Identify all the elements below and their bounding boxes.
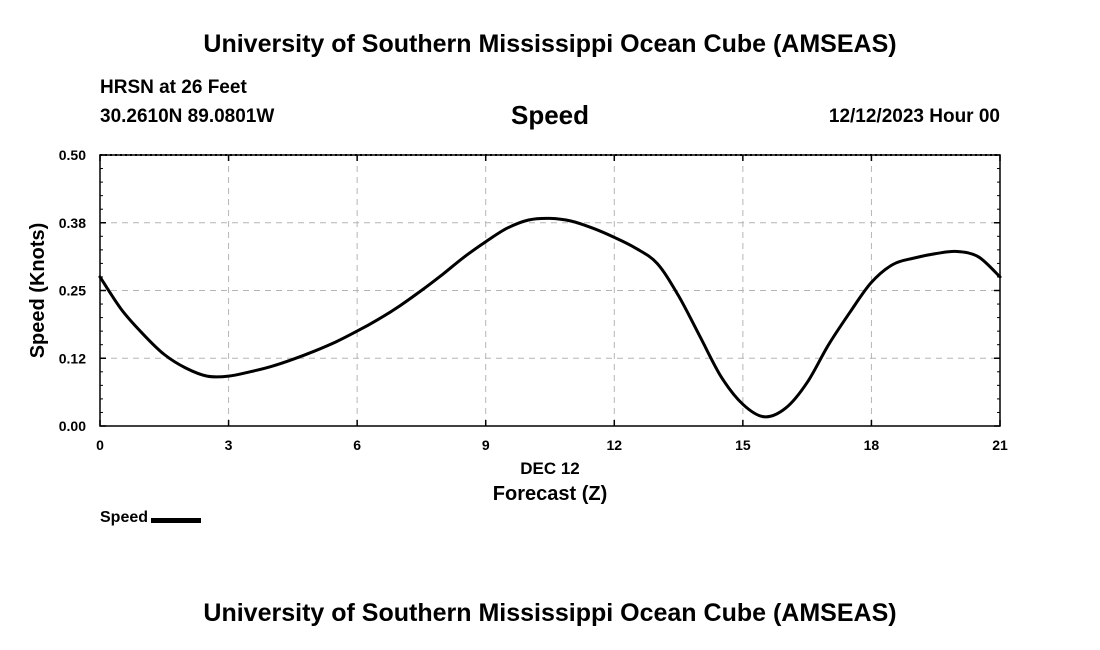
x-date-label: DEC 12 [520, 459, 580, 478]
speed-chart: 0 3 6 9 12 15 18 21 0.00 0.12 0.25 0.38 0.50 DEC 12 Fo… [27, 147, 1008, 505]
y-tick-label: 0.38 [59, 215, 86, 231]
y-axis-title: Speed (Knots) [27, 223, 49, 359]
footer-title: University of Southern Mississippi Ocean… [203, 599, 897, 627]
chart-title: Speed [510, 100, 590, 130]
x-tick-label: 15 [735, 437, 751, 453]
axis-labels: 0 3 6 9 12 15 18 21 0.00 0.12 0.25 0.38 0.50 DEC 12 Fo… [27, 147, 1008, 505]
x-tick-label: 0 [96, 437, 104, 453]
x-tick-label: 9 [482, 437, 490, 453]
y-tick-label: 0.12 [59, 350, 86, 366]
station-label: HRSN at 26 Feet [100, 77, 247, 98]
x-axis-title: Forecast (Z) [493, 483, 607, 505]
x-tick-label: 6 [353, 437, 361, 453]
legend-label: Speed [100, 509, 149, 526]
page-title: University of Southern Mississippi Ocean… [203, 30, 897, 58]
station-coordinates: 30.2610N 89.0801W [100, 106, 275, 127]
y-tick-label: 0.50 [59, 147, 86, 163]
x-tick-label: 12 [606, 437, 622, 453]
x-tick-label: 3 [225, 437, 233, 453]
legend: Speed [100, 509, 202, 527]
speed-series-line [98, 216, 1002, 419]
forecast-timestamp: 12/12/2023 Hour 00 [828, 106, 1000, 127]
y-tick-label: 0.25 [59, 283, 86, 299]
y-tick-label: 0.00 [59, 418, 86, 434]
x-tick-label: 18 [864, 437, 880, 453]
x-tick-label: 21 [992, 437, 1008, 453]
axis-ticks [99, 154, 1001, 427]
legend-swatch [151, 517, 202, 523]
